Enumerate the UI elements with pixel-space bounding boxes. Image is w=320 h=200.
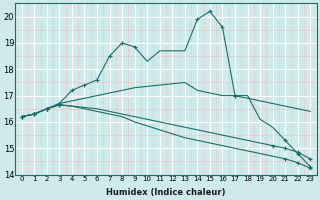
X-axis label: Humidex (Indice chaleur): Humidex (Indice chaleur) <box>106 188 226 197</box>
